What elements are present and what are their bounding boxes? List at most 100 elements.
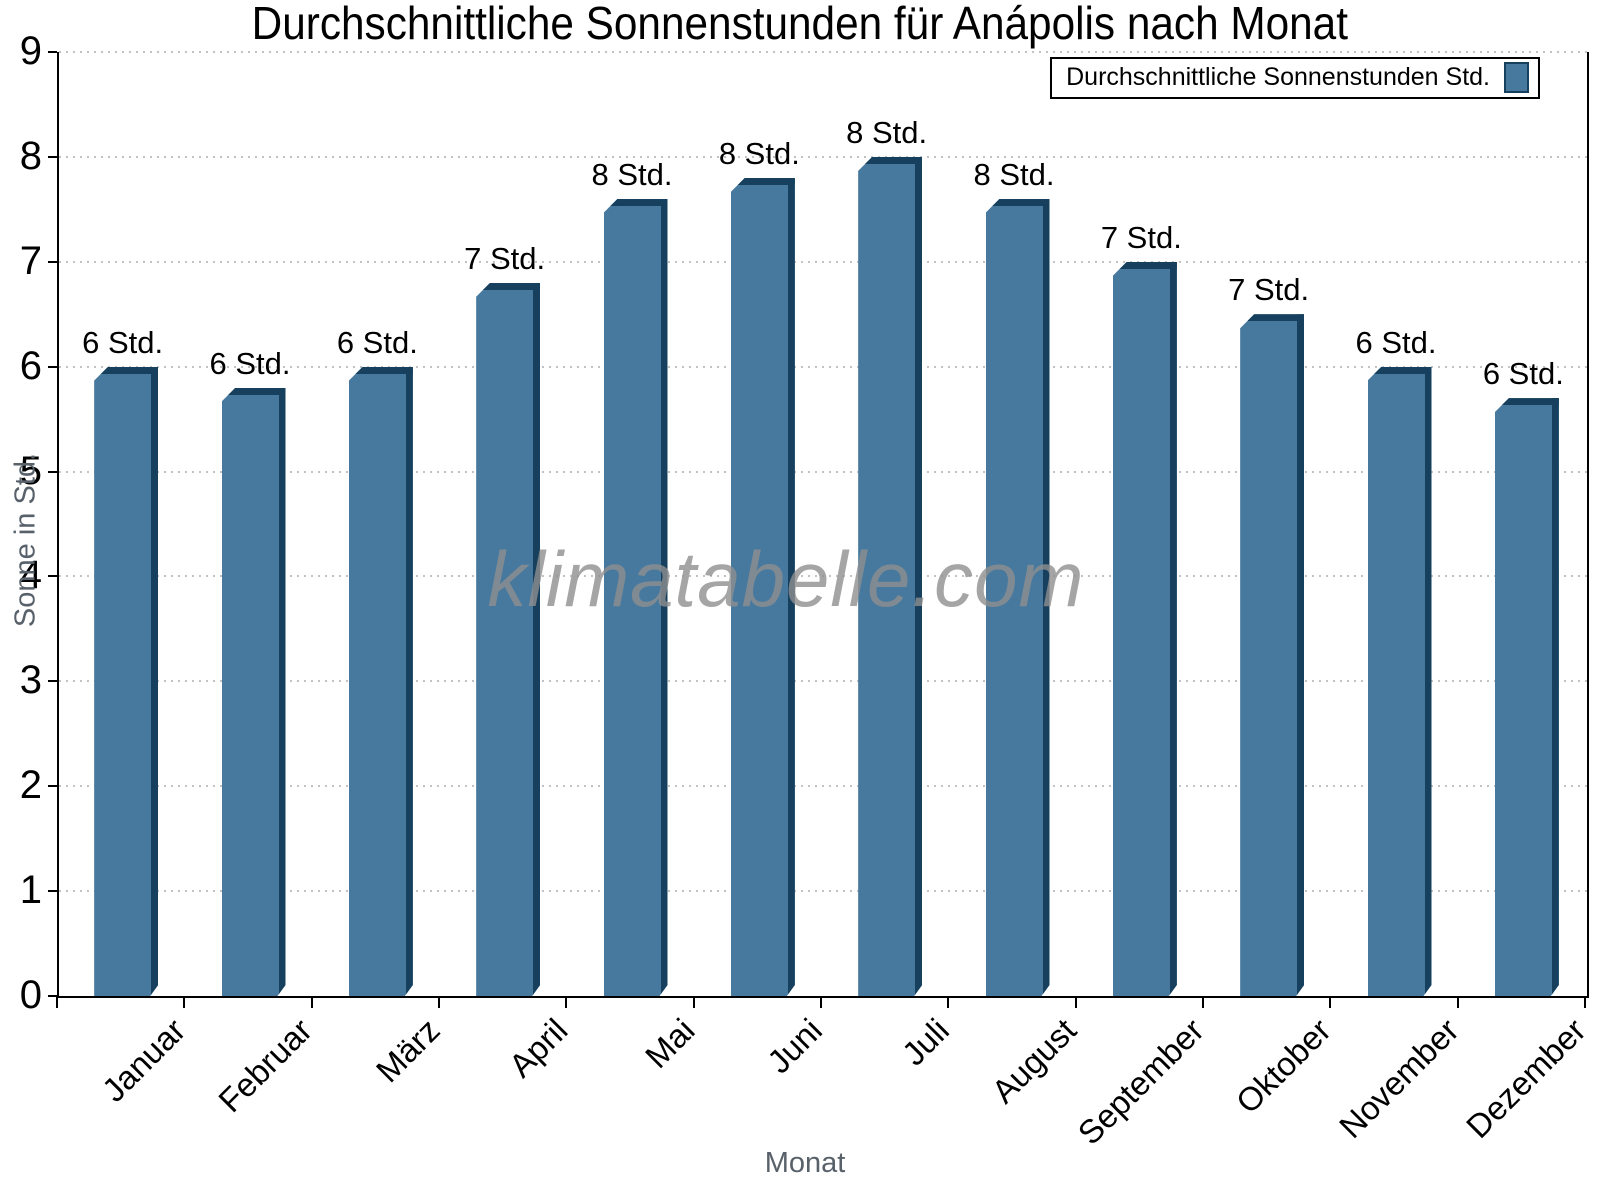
bar-november: [1368, 367, 1432, 996]
y-tick-label-8: 8: [19, 133, 42, 178]
month-label-dezember: Dezember: [1458, 1011, 1593, 1146]
bar-value-label-februar: 6 Std.: [209, 345, 291, 381]
y-tick-label-4: 4: [19, 553, 42, 598]
y-tick-label-0: 0: [19, 973, 42, 1017]
y-axis-title: Sonne in Std.: [9, 452, 42, 628]
y-axis: 0 1 2 3 4 5 6 7 8 9: [0, 29, 57, 1017]
gridline-y-6: [59, 365, 1587, 368]
x-tick-6: [820, 997, 822, 1008]
month-slot-juli: Juli: [821, 999, 956, 1072]
bar-value-label-april: 7 Std.: [464, 240, 546, 276]
gridline-y-5: [59, 470, 1587, 473]
x-tick-2: [310, 997, 313, 1008]
bar-juli: [858, 157, 922, 996]
month-slot-februar: Februar: [184, 999, 320, 1119]
x-axis-category-labels: Januar Februar März April Mai Juni Juli August S…: [57, 999, 1593, 1151]
bar-mai: [604, 199, 668, 996]
month-slot-april: April: [439, 999, 574, 1084]
x-tick-11: [1456, 997, 1459, 1008]
x-tick-9: [1202, 997, 1204, 1008]
x-tick-5: [692, 997, 695, 1008]
x-axis-ticks: [56, 997, 1586, 1008]
bar-value-label-januar: 6 Std.: [82, 324, 164, 360]
x-tick-3: [438, 997, 440, 1008]
month-label-august: August: [984, 1011, 1084, 1111]
y-tick-label-6: 6: [19, 343, 42, 388]
month-slot-mai: Mai: [566, 999, 702, 1075]
month-label-juli: Juli: [894, 1011, 957, 1073]
month-label-januar: Januar: [94, 1011, 193, 1109]
y-tick-8: [48, 155, 57, 158]
x-tick-7: [947, 997, 950, 1008]
gridline-y-7: [59, 260, 1587, 263]
gridline-y-9: [59, 51, 1587, 53]
month-slot-august: August: [948, 999, 1084, 1110]
x-tick-10: [1329, 997, 1332, 1008]
month-label-februar: Februar: [211, 1011, 320, 1120]
gridline-y-1: [59, 890, 1587, 893]
x-tick-8: [1074, 997, 1077, 1008]
month-label-september: September: [1070, 1011, 1211, 1152]
month-label-juni: Juni: [759, 1011, 829, 1081]
bar-februar: [222, 388, 286, 996]
y-tick-2: [48, 785, 57, 788]
bar-value-label-juli: 8 Std.: [846, 114, 928, 150]
bar-value-label-september: 7 Std.: [1100, 219, 1182, 255]
bar-september: [1113, 262, 1177, 996]
month-slot-dezember: Dezember: [1458, 999, 1593, 1145]
y-tick-label-3: 3: [19, 658, 42, 703]
month-slot-januar: Januar: [57, 999, 193, 1109]
bar-value-label-märz: 6 Std.: [336, 324, 418, 360]
month-slot-september: September: [1070, 999, 1210, 1151]
bar-value-label-august: 8 Std.: [973, 156, 1055, 192]
month-slot-november: November: [1330, 999, 1466, 1145]
y-tick-7: [48, 260, 57, 263]
y-tick-label-1: 1: [19, 868, 42, 913]
bar-value-label-oktober: 7 Std.: [1228, 272, 1310, 308]
month-slot-juni: Juni: [694, 999, 829, 1080]
legend-box: Durchschnittliche Sonnenstunden Std.: [1050, 57, 1540, 99]
month-slot-oktober: Oktober: [1203, 999, 1338, 1120]
month-label-oktober: Oktober: [1228, 1011, 1339, 1121]
x-axis-title: Monat: [764, 1147, 846, 1179]
bar-juni: [731, 178, 795, 996]
month-label-märz: März: [368, 1011, 447, 1090]
legend-swatch-icon: [1504, 62, 1529, 93]
bar-august: [986, 199, 1050, 996]
y-tick-3: [48, 680, 57, 683]
chart-title-text: Durchschnittliche Sonnenstunden für Anáp…: [251, 0, 1349, 49]
y-tick-label-7: 7: [19, 238, 42, 283]
bar-value-label-mai: 8 Std.: [591, 156, 673, 192]
gridline-y-4: [59, 575, 1587, 578]
gridline-y-3: [59, 680, 1587, 683]
y-tick-0: [48, 995, 57, 997]
plot-area: 6 Std. 6 Std. 6 Std. 7 Std. 8 Std. 8 Std. 8 St…: [57, 51, 1589, 998]
month-label-april: April: [501, 1011, 575, 1085]
y-tick-1: [48, 890, 57, 893]
y-tick-4: [48, 575, 57, 578]
x-tick-0: [56, 997, 58, 1008]
month-label-november: November: [1331, 1011, 1466, 1146]
bar-april: [476, 283, 540, 996]
month-label-mai: Mai: [637, 1011, 702, 1076]
x-tick-12: [1584, 997, 1586, 1008]
y-tick-6: [48, 365, 57, 368]
y-tick-label-9: 9: [19, 29, 42, 73]
gridline-y-2: [59, 785, 1587, 788]
month-slot-märz: März: [312, 999, 447, 1089]
y-tick-5: [48, 470, 57, 473]
gridline-y-8: [59, 155, 1587, 158]
y-tick-label-5: 5: [19, 448, 42, 493]
x-tick-4: [565, 997, 568, 1008]
legend-label: Durchschnittliche Sonnenstunden Std.: [1066, 63, 1490, 91]
bar-januar: [94, 367, 158, 996]
bar-value-label-dezember: 6 Std.: [1482, 356, 1564, 392]
bar-märz: [349, 367, 413, 996]
y-tick-label-2: 2: [19, 763, 42, 808]
bar-dezember: [1495, 398, 1559, 996]
chart-title: Durchschnittliche Sonnenstunden für Anáp…: [0, 0, 1600, 48]
bar-oktober: [1240, 314, 1304, 996]
y-tick-9: [48, 51, 57, 53]
bar-value-label-november: 6 Std.: [1355, 324, 1437, 360]
